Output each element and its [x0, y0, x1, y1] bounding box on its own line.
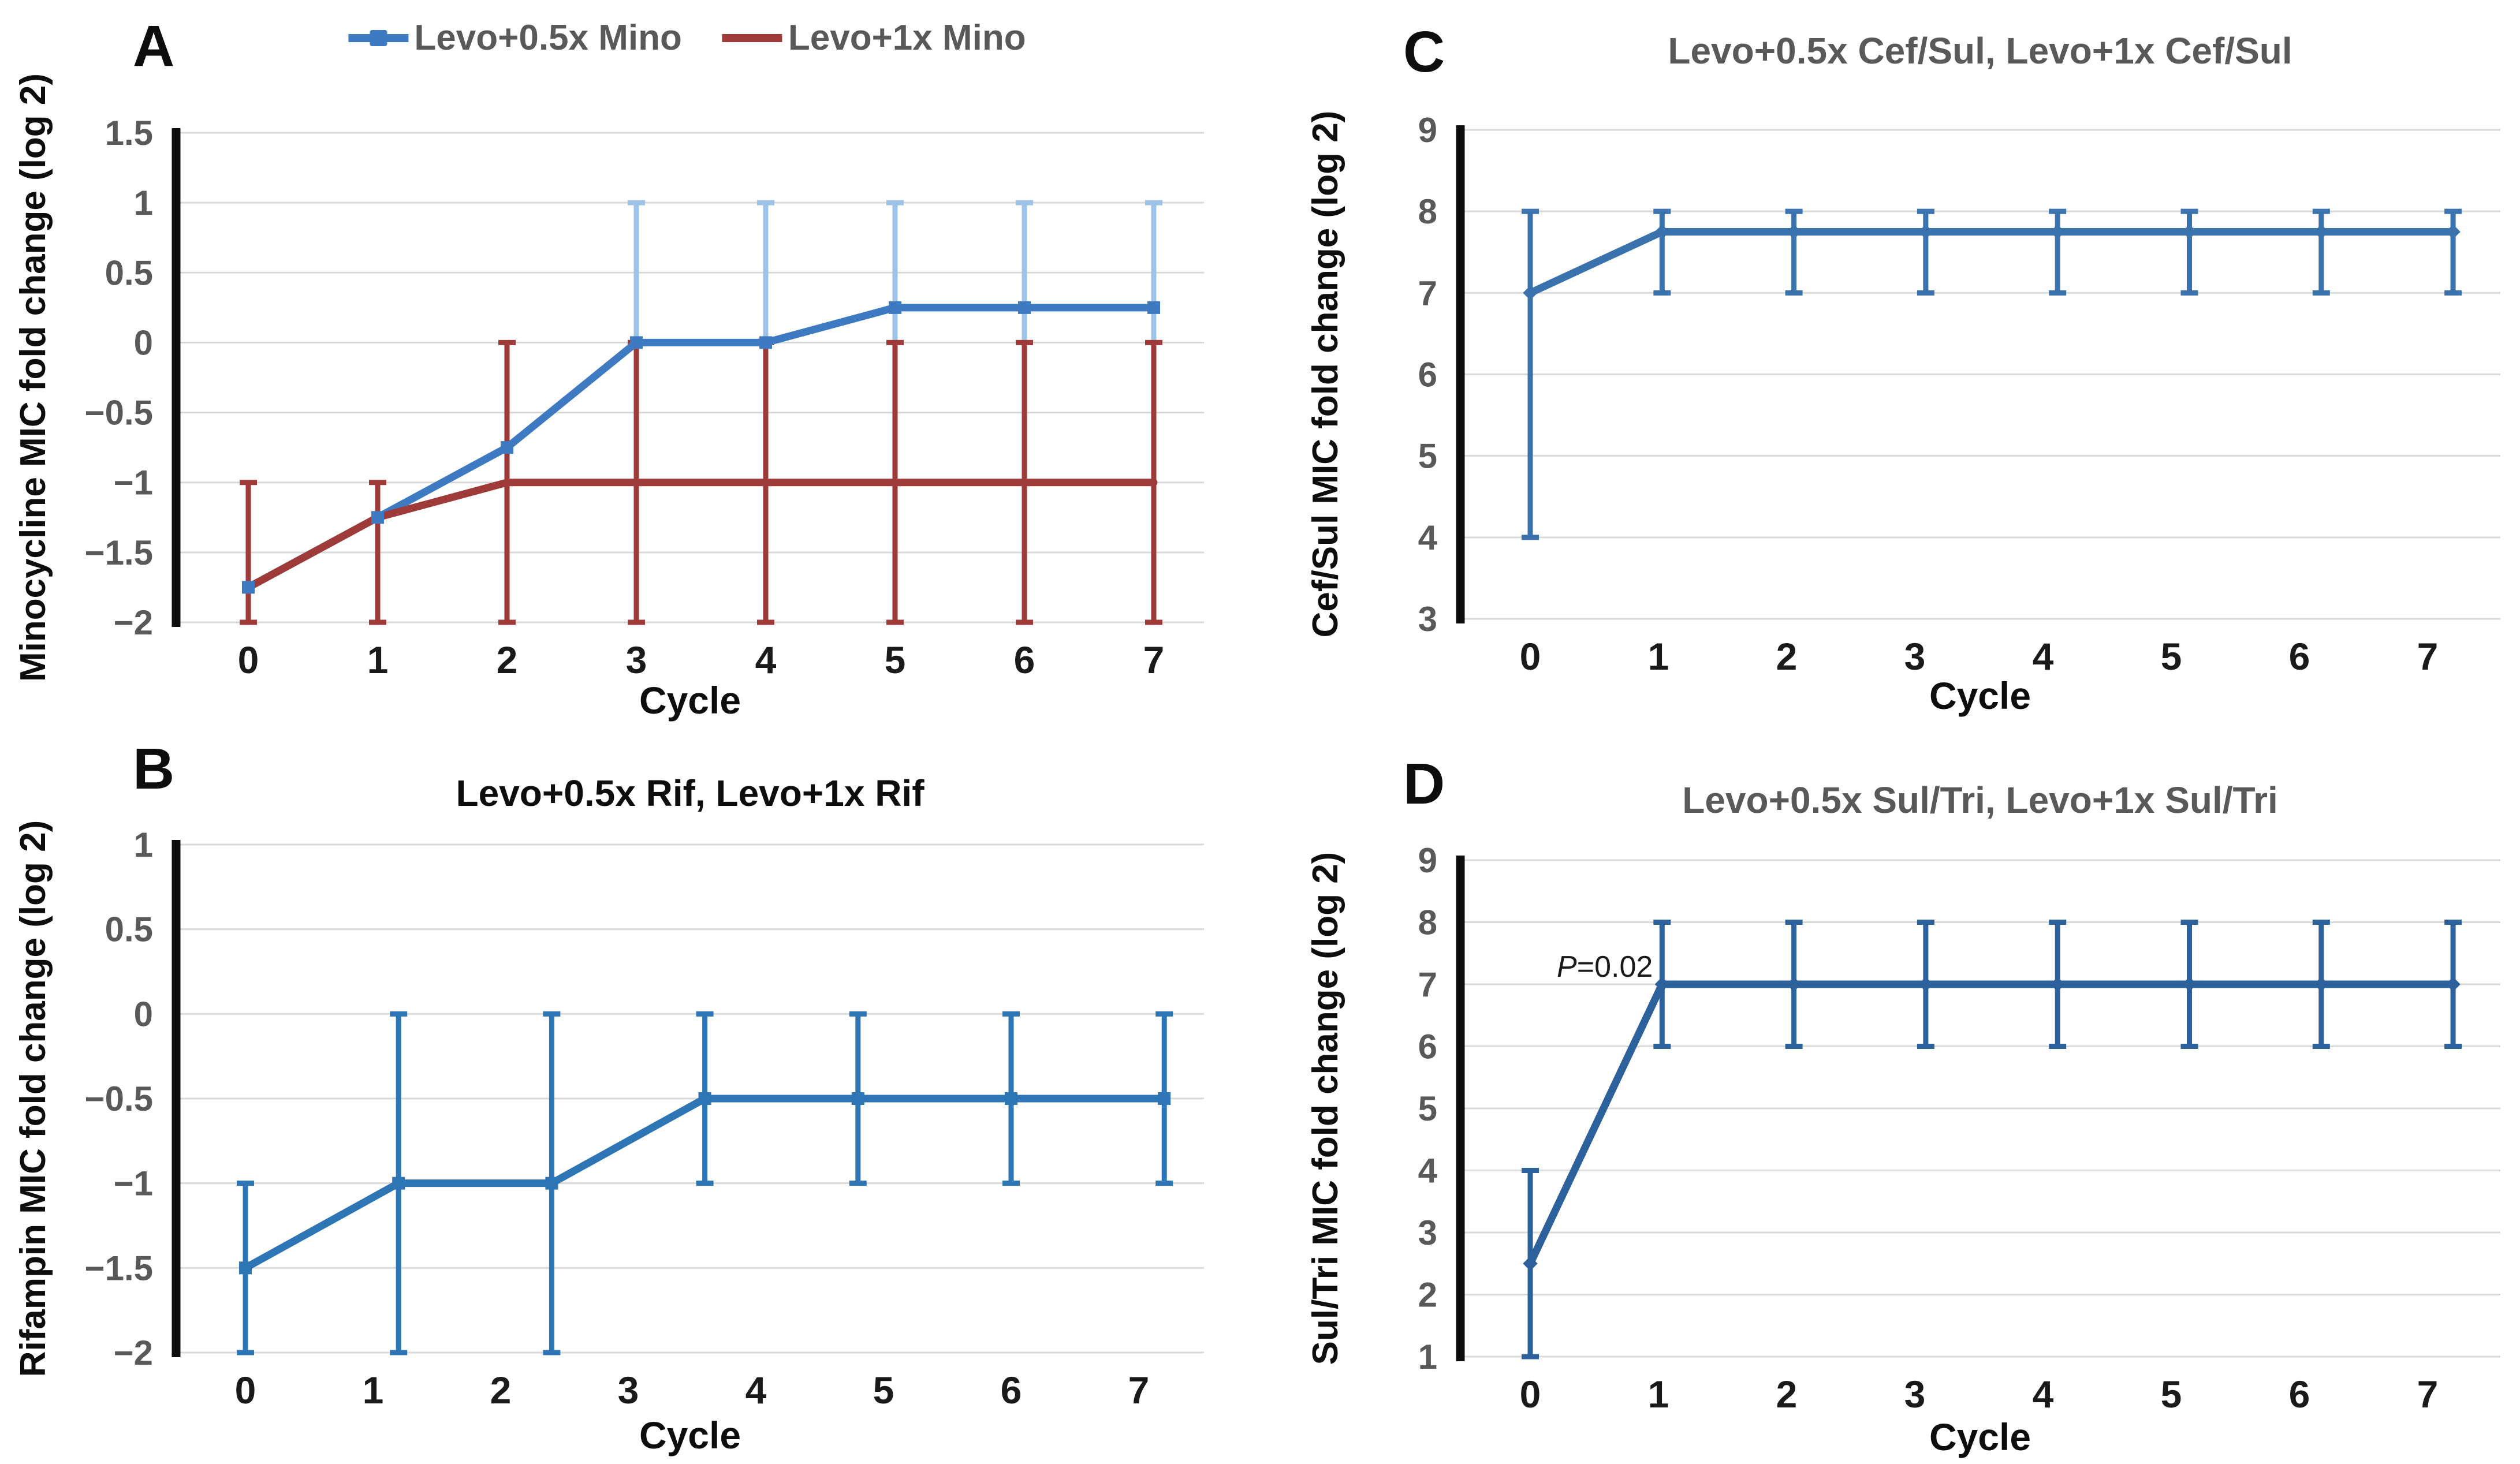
chart-plot-A: 1.5 1 0.5 0 −0.5 −1 −1.5 −2 0 1 2 3 4 5 6 7 [85, 114, 1204, 681]
svg-text:1.5: 1.5 [105, 114, 153, 152]
svg-text:−1: −1 [114, 1164, 153, 1203]
legend-square-marker-icon [370, 29, 387, 46]
svg-text:0.5: 0.5 [105, 253, 153, 292]
panel-letter-D: D [1403, 752, 1445, 816]
svg-text:−0.5: −0.5 [85, 1080, 153, 1118]
svg-text:6: 6 [2289, 1373, 2310, 1416]
svg-text:6: 6 [1001, 1369, 1022, 1411]
svg-text:5: 5 [1418, 1089, 1437, 1128]
panel-letter-C: C [1403, 20, 1445, 84]
svg-text:5: 5 [2161, 1373, 2182, 1416]
svg-text:7: 7 [1143, 638, 1165, 681]
legend-label: Levo+1x Mino [788, 18, 1026, 58]
svg-text:7: 7 [2417, 1373, 2439, 1416]
chart-plot-D: 9 8 7 6 5 4 3 2 1 0 1 2 3 4 5 6 7 P=0.02 [1418, 841, 2500, 1416]
panel-D: D Levo+0.5x Sul/Tri, Levo+1x Sul/Tri Sul… [1261, 732, 2520, 1464]
svg-text:3: 3 [618, 1369, 639, 1411]
svg-text:2: 2 [1776, 1373, 1798, 1416]
panel-A: A Levo+0.5x Mino Levo+1x Mino Minocyclin… [0, 0, 1259, 732]
panel-title: Levo+0.5x Sul/Tri, Levo+1x Sul/Tri [1682, 779, 2278, 821]
svg-text:2: 2 [1418, 1276, 1437, 1314]
svg-text:3: 3 [1418, 1213, 1437, 1252]
legend-line-icon [722, 33, 782, 42]
svg-text:1: 1 [1648, 1373, 1669, 1416]
legend-line-icon [348, 29, 409, 46]
svg-text:−1.5: −1.5 [85, 533, 153, 572]
svg-text:0: 0 [134, 323, 153, 362]
x-axis-title: Cycle [1929, 1416, 2031, 1458]
x-axis-title: Cycle [639, 1414, 741, 1456]
svg-text:4: 4 [755, 638, 777, 681]
svg-text:3: 3 [1418, 600, 1437, 638]
x-axis-title: Cycle [639, 679, 741, 722]
svg-text:7: 7 [1418, 965, 1437, 1004]
svg-text:−1: −1 [114, 464, 153, 502]
svg-text:2: 2 [1776, 635, 1798, 678]
panel-title: Levo+0.5x Cef/Sul, Levo+1x Cef/Sul [1668, 30, 2292, 72]
svg-text:7: 7 [1128, 1369, 1150, 1411]
p-value-annotation: P=0.02 [1557, 950, 1653, 984]
svg-text:3: 3 [1904, 1373, 1926, 1416]
panel-B: B Levo+0.5x Rif, Levo+1x Rif Rifampin MI… [0, 732, 1259, 1464]
legend-item-levo05-mino: Levo+0.5x Mino [348, 17, 682, 58]
svg-text:4: 4 [2033, 635, 2054, 678]
chart-plot-B: 1 0.5 0 −0.5 −1 −1.5 −2 0 1 2 3 4 5 6 7 [85, 826, 1204, 1411]
svg-text:1: 1 [367, 638, 389, 681]
svg-text:0: 0 [238, 638, 259, 681]
svg-text:1: 1 [134, 184, 153, 222]
svg-text:5: 5 [2161, 635, 2182, 678]
svg-text:4: 4 [1418, 518, 1438, 557]
legend-item-levo1x-mino: Levo+1x Mino [722, 17, 1026, 58]
svg-text:4: 4 [1418, 1152, 1438, 1190]
svg-text:5: 5 [873, 1369, 894, 1411]
panel-letter-B: B [133, 737, 175, 801]
svg-text:0: 0 [1520, 635, 1541, 678]
panel-C: C Levo+0.5x Cef/Sul, Levo+1x Cef/Sul Cef… [1261, 0, 2520, 732]
svg-text:3: 3 [626, 638, 647, 681]
svg-text:5: 5 [1418, 437, 1437, 476]
svg-text:6: 6 [2289, 635, 2310, 678]
svg-text:3: 3 [1904, 635, 1926, 678]
svg-text:7: 7 [2417, 635, 2439, 678]
svg-text:7: 7 [1418, 274, 1437, 312]
legend: Levo+0.5x Mino Levo+1x Mino [348, 17, 1026, 58]
svg-text:0: 0 [134, 995, 153, 1033]
svg-text:2: 2 [497, 638, 518, 681]
svg-text:0: 0 [235, 1369, 256, 1411]
chart-plot-C: 9 8 7 6 5 4 3 0 1 2 3 4 5 6 7 [1418, 111, 2500, 678]
x-axis-title: Cycle [1929, 674, 2031, 717]
svg-text:4: 4 [745, 1369, 767, 1411]
svg-text:1: 1 [1648, 635, 1669, 678]
svg-text:6: 6 [1418, 1028, 1437, 1066]
svg-text:4: 4 [2033, 1373, 2054, 1416]
svg-text:1: 1 [134, 826, 153, 864]
svg-text:1: 1 [363, 1369, 384, 1411]
svg-text:9: 9 [1418, 841, 1437, 880]
svg-text:6: 6 [1418, 356, 1437, 394]
svg-text:−2: −2 [114, 603, 153, 642]
svg-text:−0.5: −0.5 [85, 394, 153, 432]
svg-text:6: 6 [1014, 638, 1035, 681]
svg-text:5: 5 [885, 638, 906, 681]
svg-text:8: 8 [1418, 903, 1437, 942]
svg-text:2: 2 [490, 1369, 512, 1411]
svg-text:1: 1 [1418, 1338, 1437, 1376]
svg-text:0: 0 [1520, 1373, 1541, 1416]
svg-text:0.5: 0.5 [105, 910, 153, 949]
svg-text:9: 9 [1418, 111, 1437, 150]
panel-title: Levo+0.5x Rif, Levo+1x Rif [456, 772, 925, 814]
svg-text:8: 8 [1418, 192, 1437, 231]
svg-text:−1.5: −1.5 [85, 1249, 153, 1287]
legend-label: Levo+0.5x Mino [414, 18, 682, 58]
panel-letter-A: A [133, 14, 175, 79]
svg-text:−2: −2 [114, 1334, 153, 1372]
